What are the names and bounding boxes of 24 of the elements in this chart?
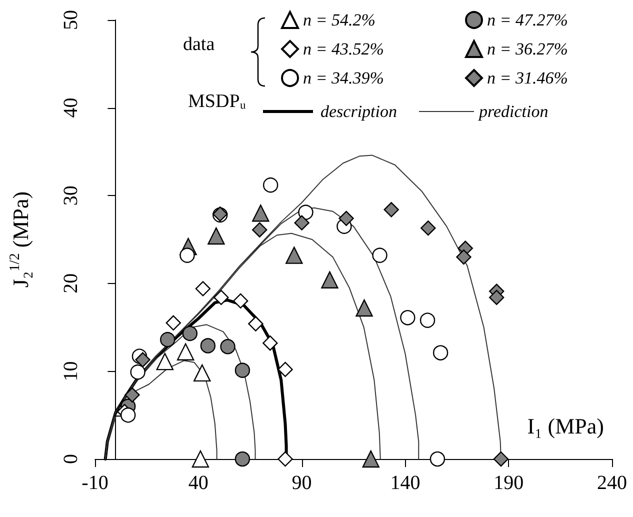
x-tick-label: -10 bbox=[82, 472, 108, 494]
legend-label: n = 43.52% bbox=[303, 40, 384, 58]
y-tick-label: 40 bbox=[60, 98, 82, 118]
x-tick-label: 40 bbox=[188, 472, 208, 494]
legend-label: description bbox=[320, 102, 397, 121]
legend-label: n = 31.46% bbox=[487, 68, 568, 88]
x-tick-label: 240 bbox=[597, 472, 627, 494]
x-axis-title: I₁ (MPa) bbox=[527, 414, 604, 438]
y-tick-label: 50 bbox=[60, 10, 82, 30]
y-tick-label: 30 bbox=[60, 186, 82, 206]
legend-label: n = 47.27% bbox=[487, 10, 568, 30]
legend-label: n = 34.39% bbox=[303, 68, 384, 88]
x-tick-label: 190 bbox=[494, 472, 524, 494]
legend-label: n = 54.2% bbox=[303, 10, 376, 30]
legend-label: prediction bbox=[478, 102, 548, 121]
y-tick-label: 0 bbox=[60, 454, 82, 464]
x-tick-label: 140 bbox=[390, 472, 420, 494]
y-tick-label: 20 bbox=[60, 273, 82, 294]
x-tick-label: 90 bbox=[292, 472, 312, 494]
legend-label: n = 36.27% bbox=[487, 40, 568, 58]
y-axis-title: J₂1/2 (MPa) bbox=[7, 191, 33, 288]
y-tick-label: 10 bbox=[60, 361, 82, 382]
annotation: MSDPᵤ bbox=[188, 91, 246, 112]
annotation: data bbox=[183, 34, 216, 55]
